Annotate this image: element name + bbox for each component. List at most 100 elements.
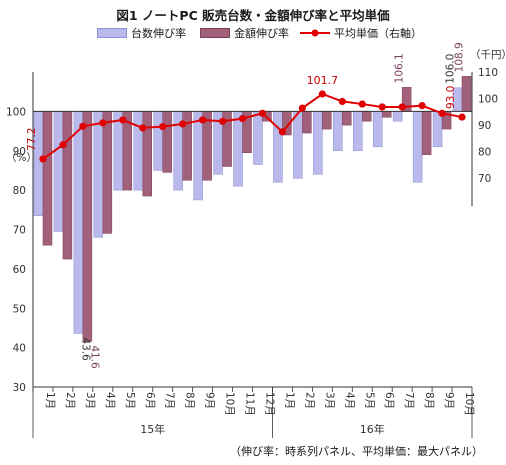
bar-units: [93, 111, 104, 238]
bar-units: [233, 111, 243, 187]
bar-units: [353, 111, 363, 151]
bar-units: [333, 111, 343, 151]
x-tick-label: 1月: [44, 392, 56, 409]
legend-item-value: 金額伸び率: [200, 24, 289, 42]
x-tick-label: 7月: [403, 392, 415, 409]
bar-value: [342, 111, 352, 126]
price-data-label: 93.0: [445, 86, 457, 109]
bar-value: [82, 111, 93, 342]
x-tick-label: 10月: [463, 392, 475, 416]
legend-swatch-value: [200, 28, 230, 38]
left-tick-label: 70: [13, 225, 26, 237]
price-point: [338, 97, 346, 106]
x-tick-label: 12月: [263, 392, 275, 416]
bar-value: [162, 111, 172, 173]
bar-data-label: 43.6: [79, 337, 91, 361]
legend-label-price: 平均単価（右軸）: [334, 27, 422, 40]
x-tick-label: 9月: [443, 392, 455, 409]
price-point: [139, 124, 147, 132]
bar-units: [392, 111, 403, 122]
bar-units: [273, 111, 283, 183]
right-tick-label: 80: [478, 147, 491, 159]
bar-value: [421, 111, 432, 155]
legend-item-price: 平均単価（右軸）: [300, 24, 422, 42]
price-point: [79, 122, 87, 130]
year-group-label: 16年: [360, 422, 385, 436]
right-axis-unit: （千円）: [470, 49, 506, 61]
bar-value: [62, 111, 73, 260]
price-point: [99, 119, 107, 127]
bar-units: [432, 111, 443, 148]
price-point: [199, 116, 207, 124]
price-point: [179, 120, 187, 128]
price-point: [418, 102, 426, 110]
bar-data-label: 106.1: [394, 53, 406, 83]
x-tick-label: 2月: [64, 392, 76, 409]
x-tick-label: 8月: [423, 392, 435, 409]
bar-units: [193, 111, 203, 201]
price-point: [458, 113, 466, 121]
bar-value: [381, 111, 392, 118]
price-line: [42, 92, 463, 160]
bar-units: [293, 111, 303, 179]
legend-label-value: 金額伸び率: [234, 27, 289, 40]
bar-units: [33, 111, 44, 216]
x-tick-label: 3月: [84, 392, 96, 409]
x-tick-label: 5月: [363, 392, 375, 409]
left-tick-label: 60: [13, 264, 26, 276]
right-tick-label: 110: [478, 67, 498, 79]
right-tick-label: 90: [478, 120, 491, 132]
legend-swatch-price: [300, 29, 330, 37]
bar-units: [73, 111, 84, 334]
price-point: [258, 109, 267, 117]
price-point: [298, 104, 306, 112]
price-data-label: 77.2: [26, 128, 38, 151]
x-tick-label: 4月: [343, 392, 355, 409]
x-tick-label: 6月: [144, 392, 156, 409]
bar-data-label: 108.9: [454, 42, 466, 72]
x-tick-label: 6月: [383, 392, 395, 409]
price-point: [159, 122, 167, 131]
chart-title: 図1 ノートPC 販売台数・金額伸び率と平均単価: [116, 8, 390, 23]
bar-units: [313, 111, 323, 175]
x-tick-label: 7月: [164, 392, 176, 409]
year-group-label: 15年: [140, 422, 165, 436]
legend-item-units: 台数伸び率: [97, 24, 186, 42]
bar-units: [153, 111, 163, 171]
legend: 台数伸び率 金額伸び率 平均単価（右軸）: [0, 24, 506, 42]
bar-value: [362, 111, 372, 122]
x-tick-label: 11月: [244, 392, 256, 416]
left-axis-unit: （%）: [6, 152, 37, 164]
price-data-label: 101.7: [307, 74, 339, 87]
price-point: [218, 117, 227, 125]
left-tick-label: 80: [13, 185, 26, 197]
price-point: [39, 155, 47, 163]
bar-units: [253, 111, 263, 165]
right-tick-label: 70: [478, 173, 491, 185]
x-tick-label: 2月: [303, 392, 315, 409]
bar-value: [42, 111, 53, 246]
price-point: [438, 109, 446, 117]
x-tick-label: 5月: [124, 392, 136, 409]
price-point: [318, 90, 326, 98]
price-point: [378, 103, 386, 111]
bar-value: [461, 76, 472, 112]
right-tick-label: 100: [478, 94, 498, 106]
bar-units: [53, 111, 64, 232]
x-tick-label: 4月: [104, 392, 116, 409]
price-point: [59, 141, 67, 149]
price-point: [119, 116, 127, 124]
bar-units: [133, 111, 143, 191]
bar-data-label: 41.6: [88, 345, 100, 369]
legend-swatch-units: [97, 28, 127, 38]
left-tick-label: 90: [13, 146, 26, 158]
price-point: [238, 115, 247, 123]
legend-label-units: 台数伸び率: [131, 27, 186, 40]
left-tick-label: 40: [13, 343, 26, 355]
bar-data-label: 106.0: [445, 54, 457, 84]
bar-value: [322, 111, 332, 130]
x-tick-label: 8月: [184, 392, 196, 409]
bar-value: [102, 111, 113, 234]
x-tick-label: 10月: [224, 392, 236, 416]
